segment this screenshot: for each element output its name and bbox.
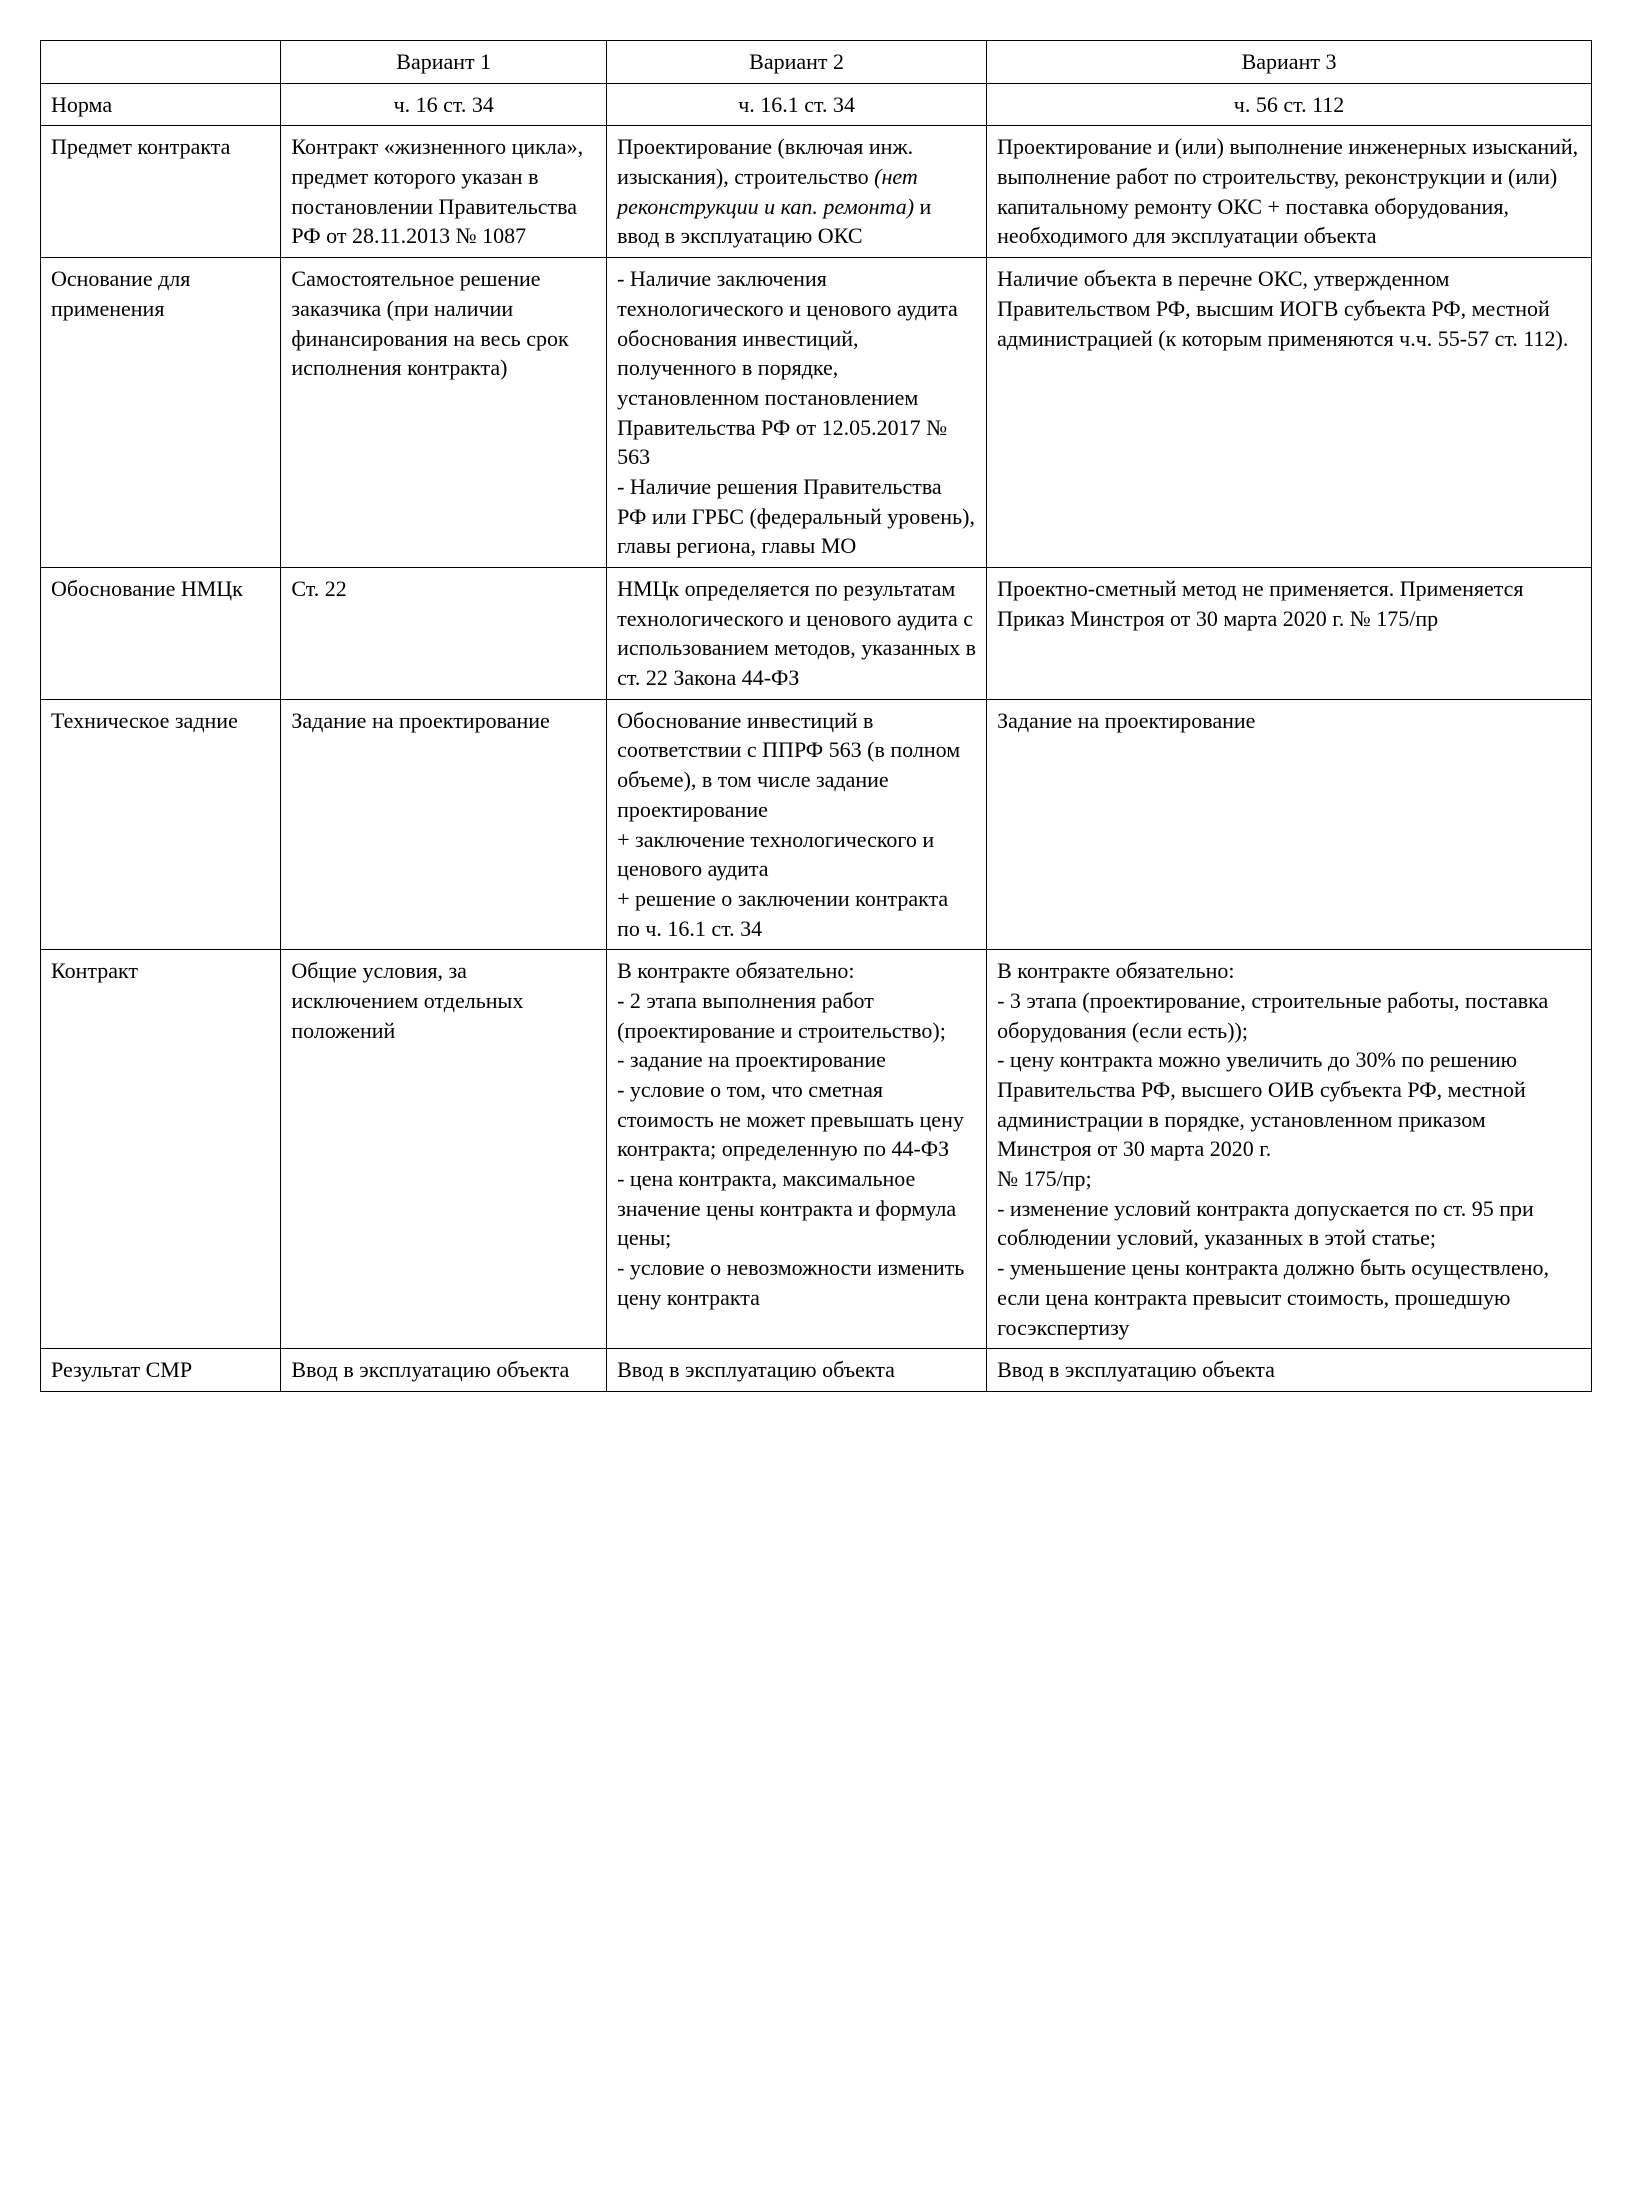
row-nmck: Обоснование НМЦк Ст. 22 НМЦк определяетс… <box>41 568 1592 700</box>
tech-label: Техническое задние <box>41 699 281 950</box>
tech-v1: Задание на проектирование <box>281 699 607 950</box>
basis-v2-line1: - Наличие заключения технологического и … <box>617 264 976 472</box>
norm-label: Норма <box>41 83 281 126</box>
header-variant-1: Вариант 1 <box>281 41 607 84</box>
tech-v2: Обоснование инвестиций в соответствии с … <box>607 699 987 950</box>
contract-v3-line1: В контракте обязательно: <box>997 956 1581 986</box>
basis-v2: - Наличие заключения технологического и … <box>607 258 987 568</box>
row-tech: Техническое задние Задание на проектиров… <box>41 699 1592 950</box>
basis-label: Основание для применения <box>41 258 281 568</box>
table-header-row: Вариант 1 Вариант 2 Вариант 3 <box>41 41 1592 84</box>
nmck-v2: НМЦк определяется по результатам техноло… <box>607 568 987 700</box>
result-v3: Ввод в эксплуатацию объекта <box>987 1349 1592 1392</box>
contract-v2-line5: - цена контракта, максимальное значение … <box>617 1164 976 1253</box>
nmck-v3: Проектно-сметный метод не применяется. П… <box>987 568 1592 700</box>
basis-v2-line2: - Наличие решения Правительства РФ или Г… <box>617 472 976 561</box>
contract-v3-line3: - цену контракта можно увеличить до 30% … <box>997 1045 1581 1164</box>
contract-v1: Общие условия, за исключением отдельных … <box>281 950 607 1349</box>
norm-v1: ч. 16 ст. 34 <box>281 83 607 126</box>
result-v1: Ввод в эксплуатацию объекта <box>281 1349 607 1392</box>
contract-v2: В контракте обязательно: - 2 этапа выпол… <box>607 950 987 1349</box>
basis-v3: Наличие объекта в перечне ОКС, утвержден… <box>987 258 1592 568</box>
contract-v2-line4: - условие о том, что сметная стоимость н… <box>617 1075 976 1164</box>
row-norm: Норма ч. 16 ст. 34 ч. 16.1 ст. 34 ч. 56 … <box>41 83 1592 126</box>
row-subject: Предмет контракта Контракт «жизненного ц… <box>41 126 1592 258</box>
norm-v2: ч. 16.1 ст. 34 <box>607 83 987 126</box>
row-basis: Основание для применения Самостоятельное… <box>41 258 1592 568</box>
contract-v3-line5: - изменение условий контракта допускаетс… <box>997 1194 1581 1253</box>
contract-v3-line6: - уменьшение цены контракта должно быть … <box>997 1253 1581 1342</box>
subject-v2: Проектирование (включая инж. изыскания),… <box>607 126 987 258</box>
basis-v1: Самостоятельное решение заказчика (при н… <box>281 258 607 568</box>
subject-v1: Контракт «жизненного цикла», предмет кот… <box>281 126 607 258</box>
subject-v2-pre: Проектирование (включая инж. изыскания),… <box>617 134 913 189</box>
contract-v2-line2: - 2 этапа выполнения работ (проектирован… <box>617 986 976 1045</box>
tech-v2-line1: Обоснование инвестиций в соответствии с … <box>617 706 976 825</box>
tech-v2-line2: + заключение технологического и ценового… <box>617 825 976 884</box>
subject-v3: Проектирование и (или) выполнение инжене… <box>987 126 1592 258</box>
contract-v2-line6: - условие о невозможности изменить цену … <box>617 1253 976 1312</box>
header-blank <box>41 41 281 84</box>
contract-v3-line4: № 175/пр; <box>997 1164 1581 1194</box>
result-v2: Ввод в эксплуатацию объекта <box>607 1349 987 1392</box>
contract-v3: В контракте обязательно: - 3 этапа (прое… <box>987 950 1592 1349</box>
header-variant-2: Вариант 2 <box>607 41 987 84</box>
tech-v2-line3: + решение о заключении контракта по ч. 1… <box>617 884 976 943</box>
row-result: Результат СМР Ввод в эксплуатацию объект… <box>41 1349 1592 1392</box>
row-contract: Контракт Общие условия, за исключением о… <box>41 950 1592 1349</box>
subject-label: Предмет контракта <box>41 126 281 258</box>
contract-v3-line2: - 3 этапа (проектирование, строительные … <box>997 986 1581 1045</box>
tech-v3: Задание на проектирование <box>987 699 1592 950</box>
header-variant-3: Вариант 3 <box>987 41 1592 84</box>
result-label: Результат СМР <box>41 1349 281 1392</box>
contract-v2-line1: В контракте обязательно: <box>617 956 976 986</box>
norm-v3: ч. 56 ст. 112 <box>987 83 1592 126</box>
comparison-table: Вариант 1 Вариант 2 Вариант 3 Норма ч. 1… <box>40 40 1592 1392</box>
nmck-label: Обоснование НМЦк <box>41 568 281 700</box>
contract-v2-line3: - задание на проектирование <box>617 1045 976 1075</box>
nmck-v1: Ст. 22 <box>281 568 607 700</box>
contract-label: Контракт <box>41 950 281 1349</box>
